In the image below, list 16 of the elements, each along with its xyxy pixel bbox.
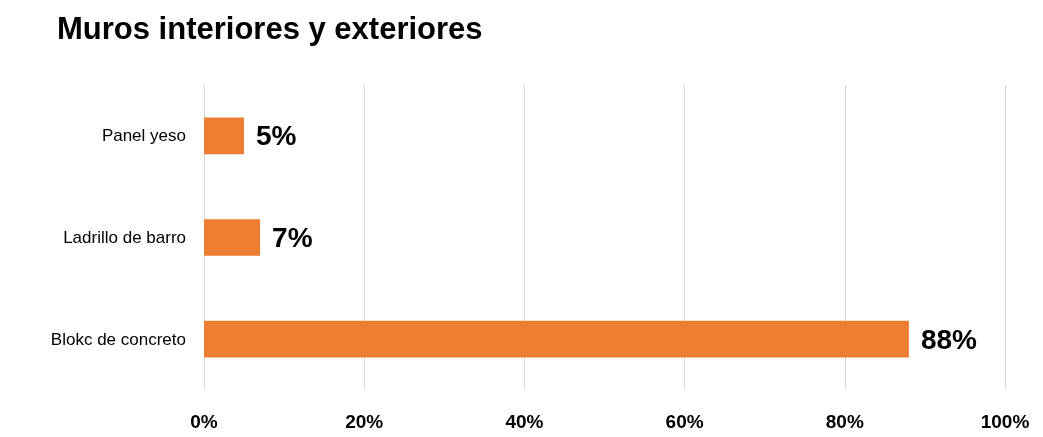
data-label: 7% [272,222,313,253]
x-tick-label: 0% [190,411,218,432]
x-tick-label: 60% [665,411,704,432]
x-tick-label: 40% [505,411,544,432]
chart-title: Muros interiores y exteriores [57,11,483,46]
data-label: 88% [920,323,978,355]
y-tick-label: Panel yeso [101,126,186,146]
data-label: 5% [256,120,297,152]
bar [204,320,909,358]
bar [204,219,261,256]
x-tick-label: 100% [980,411,1030,432]
y-tick-label: Ladrillo de barro [63,228,186,247]
y-tick-label: Blokc de concreto [50,329,186,349]
bar [204,117,245,155]
x-tick-label: 80% [825,411,864,432]
x-tick-label: 20% [345,411,384,432]
